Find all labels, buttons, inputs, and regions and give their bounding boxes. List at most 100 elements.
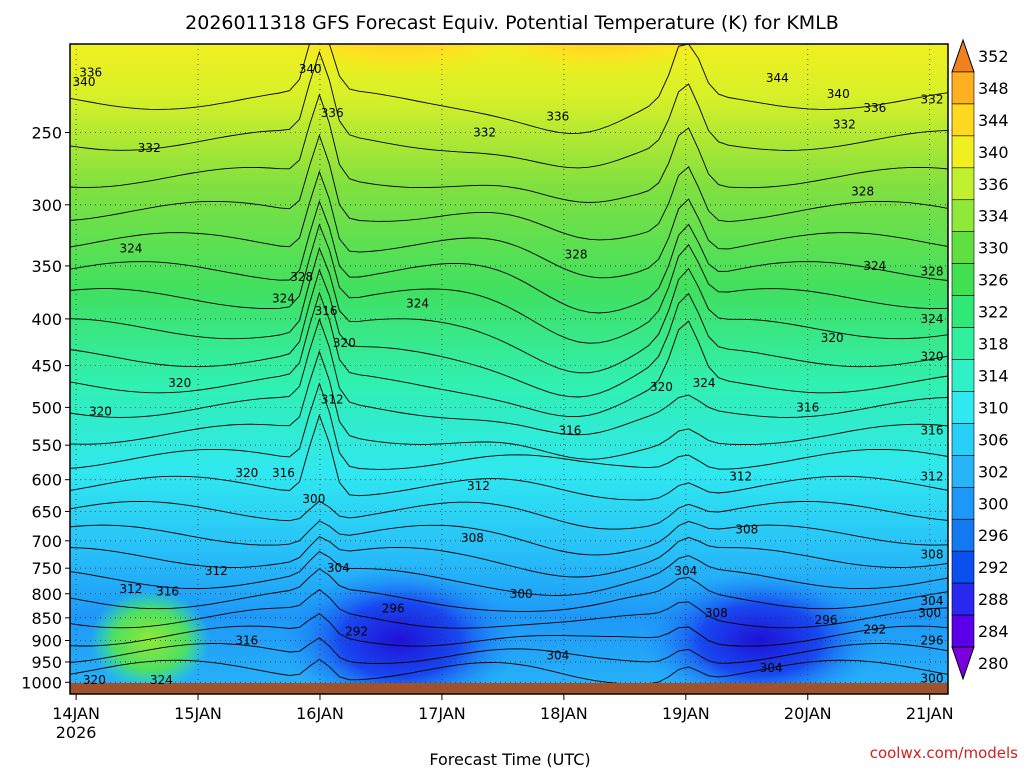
contour-line [70, 413, 948, 501]
colorbar-label: 322 [978, 303, 1009, 322]
chart-title: 2026011318 GFS Forecast Equiv. Potential… [185, 12, 839, 34]
contour-label: 320 [333, 336, 356, 350]
contour-label: 320 [821, 331, 844, 345]
contour-label: 324 [863, 259, 886, 273]
contour-label: 320 [89, 404, 112, 418]
contour-label: 324 [406, 297, 429, 311]
contour-line [70, 133, 948, 241]
colorbar-swatch [951, 295, 975, 328]
contour-label: 332 [473, 125, 496, 139]
y-tick-label: 250 [31, 123, 62, 142]
contour-label: 300 [302, 492, 325, 506]
y-tick-label: 450 [31, 357, 62, 376]
contour-label: 320 [83, 673, 106, 687]
colorbar-label: 292 [978, 558, 1009, 577]
colorbar-swatch [951, 167, 975, 201]
y-tick-label: 500 [31, 398, 62, 417]
colorbar-label: 352 [978, 47, 1009, 66]
contour-label: 292 [863, 622, 886, 636]
colorbar-swatch [951, 263, 975, 296]
contour-line [70, 317, 948, 436]
contour-label: 312 [321, 392, 344, 406]
contour-label: 336 [863, 101, 886, 115]
contour-label: 332 [921, 92, 944, 106]
x-tick-label: 20JAN [784, 704, 832, 723]
y-tick-label: 750 [31, 559, 62, 578]
contour-line [70, 44, 948, 134]
colorbar-max-arrow [951, 38, 975, 73]
colorbar-swatch [951, 327, 975, 360]
colorbar-swatch [951, 486, 975, 520]
contour-label: 324 [693, 376, 716, 390]
x-axis-label: Forecast Time (UTC) [429, 750, 590, 768]
contour-label: 312 [921, 469, 944, 483]
colorbar-label: 310 [978, 398, 1009, 417]
contour-label: 308 [921, 548, 944, 562]
x-tick-sublabel: 2026 [56, 723, 97, 742]
x-tick-label: 16JAN [296, 704, 344, 723]
contour-label: 312 [729, 469, 752, 483]
contour-line [70, 223, 948, 344]
warm-upper-region [280, 44, 520, 100]
contour-label: 304 [546, 649, 569, 663]
contour-label: 336 [79, 66, 102, 80]
colorbar-label: 318 [978, 335, 1009, 354]
contour-line [70, 268, 948, 398]
contour-label: 296 [382, 601, 405, 615]
colorbar-min-arrow [951, 646, 975, 681]
colorbar-swatch [951, 391, 975, 424]
colorbar-swatch [951, 103, 975, 137]
y-tick-label: 700 [31, 532, 62, 551]
colorbar-swatch [951, 135, 975, 169]
contour-label: 304 [674, 564, 697, 578]
colorbar-swatch [951, 423, 975, 456]
contour-label: 316 [921, 423, 944, 437]
contour-label: 292 [345, 625, 368, 639]
contour-label: 340 [73, 75, 96, 89]
colorbar-swatch [951, 518, 975, 552]
y-axis: 250 300 350 400 450 500 550 600 650 700 750 800 850 9… [21, 123, 70, 692]
contour-label: 324 [921, 312, 944, 326]
contour-label: 332 [833, 117, 856, 131]
contour-label: 304 [760, 661, 783, 675]
x-tick-label: 21JAN [906, 704, 954, 723]
contour-label: 320 [921, 350, 944, 364]
contour-lines [70, 44, 948, 685]
contour-label: 328 [921, 265, 944, 279]
contour-line [70, 589, 948, 629]
contour-label: 300 [921, 671, 944, 685]
colorbar-label: 284 [978, 622, 1009, 641]
contour-line [70, 612, 948, 647]
x-tick-label: 17JAN [418, 704, 466, 723]
colorbar-label: 334 [978, 207, 1009, 226]
contour-label: 312 [467, 479, 490, 493]
contour-line [70, 50, 948, 169]
x-tick-label: 18JAN [540, 704, 588, 723]
colorbar-swatch [951, 550, 975, 584]
colorbar-label: 306 [978, 430, 1009, 449]
contour-line [70, 658, 948, 685]
contour-label: 312 [120, 582, 143, 596]
contour-line [70, 568, 948, 612]
contour-line [70, 170, 948, 279]
y-tick-label: 950 [31, 653, 62, 672]
colorbar-label: 330 [978, 239, 1009, 258]
contour-labels: 3403363323243203203403363323363443403363… [73, 62, 944, 687]
contour-label: 316 [272, 466, 295, 480]
colorbar-label: 280 [978, 654, 1009, 673]
contour-line [70, 93, 948, 203]
contour-line [70, 246, 948, 374]
colorbar-label: 296 [978, 526, 1009, 545]
x-tick-label: 15JAN [174, 704, 222, 723]
contour-line [70, 291, 948, 418]
contour-label: 316 [559, 423, 582, 437]
contour-line [70, 551, 948, 596]
y-tick-label: 900 [31, 631, 62, 650]
contour-label: 336 [546, 109, 569, 123]
x-tick-label: 19JAN [662, 704, 710, 723]
colorbar-swatch [951, 455, 975, 488]
terrain-bar [70, 683, 948, 694]
y-tick-label: 400 [31, 310, 62, 329]
contour-label: 304 [327, 561, 350, 575]
contour-line [70, 536, 948, 578]
